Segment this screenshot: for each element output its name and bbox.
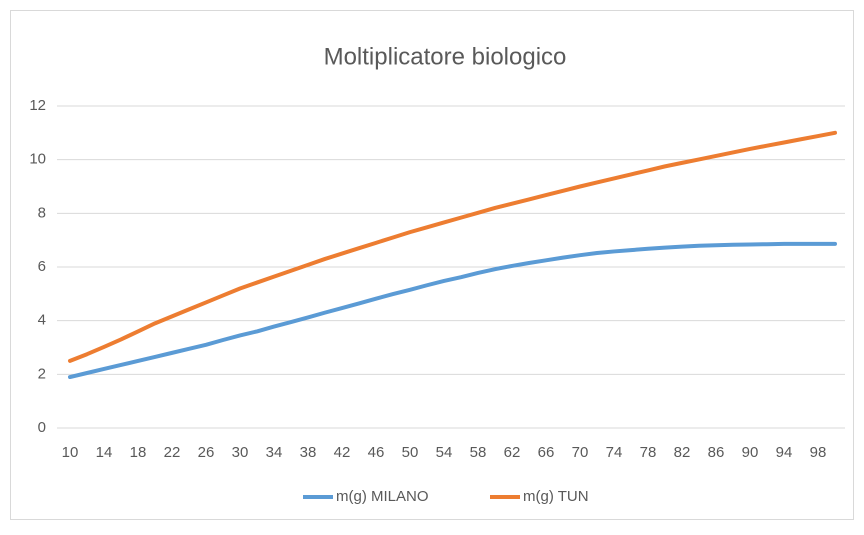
x-tick-label: 58 [470, 444, 487, 461]
y-tick-label: 4 [38, 312, 46, 329]
x-tick-label: 86 [708, 444, 725, 461]
y-tick-label: 6 [38, 258, 46, 275]
x-tick-label: 26 [198, 444, 215, 461]
legend-label: m(g) MILANO [336, 488, 429, 505]
y-tick-label: 0 [38, 419, 46, 436]
chart-title: Moltiplicatore biologico [324, 43, 567, 70]
x-tick-label: 38 [300, 444, 317, 461]
x-tick-label: 70 [572, 444, 589, 461]
x-tick-label: 62 [504, 444, 521, 461]
x-tick-label: 30 [232, 444, 249, 461]
y-tick-label: 2 [38, 365, 46, 382]
x-tick-label: 90 [742, 444, 759, 461]
x-tick-label: 14 [96, 444, 113, 461]
series-line [68, 241, 837, 380]
y-tick-label: 10 [29, 151, 46, 168]
x-tick-label: 42 [334, 444, 351, 461]
x-tick-label: 94 [776, 444, 793, 461]
x-tick-label: 18 [130, 444, 147, 461]
y-tick-label: 8 [38, 204, 46, 221]
x-tick-label: 34 [266, 444, 283, 461]
x-tick-label: 50 [402, 444, 419, 461]
y-tick-label: 12 [29, 97, 46, 114]
x-tick-label: 46 [368, 444, 385, 461]
chart-border [10, 10, 854, 520]
x-tick-label: 22 [164, 444, 181, 461]
x-tick-label: 98 [810, 444, 827, 461]
x-tick-label: 78 [640, 444, 657, 461]
x-tick-label: 54 [436, 444, 453, 461]
legend-label: m(g) TUN [523, 488, 589, 505]
series-line [68, 130, 837, 363]
x-tick-label: 82 [674, 444, 691, 461]
x-tick-label: 10 [62, 444, 79, 461]
x-tick-label: 74 [606, 444, 623, 461]
x-tick-label: 66 [538, 444, 555, 461]
